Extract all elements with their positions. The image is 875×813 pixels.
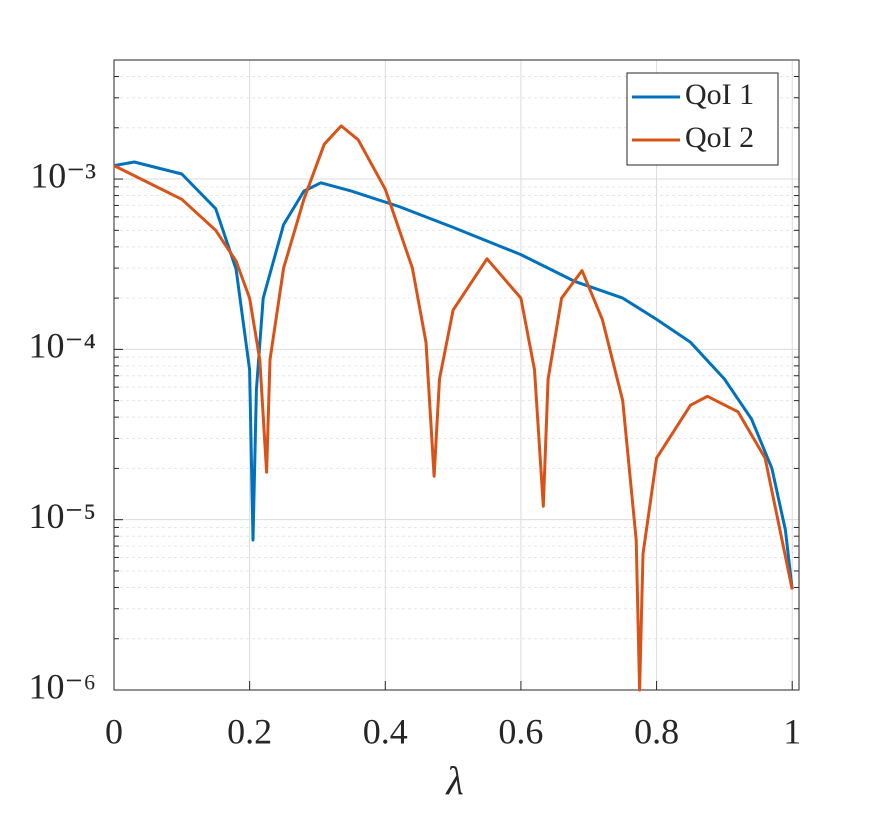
x-tick-label: 1 xyxy=(783,711,801,751)
x-tick-label: 0.2 xyxy=(227,711,272,751)
x-tick-label: 0.8 xyxy=(634,711,679,751)
y-tick-label: 10⁻⁵ xyxy=(28,496,96,536)
axes-box xyxy=(113,59,800,691)
x-tick-label: 0.6 xyxy=(498,711,543,751)
x-axis-label: λ xyxy=(445,758,463,803)
legend-label: QoI 2 xyxy=(685,121,754,154)
x-tick-label: 0.4 xyxy=(363,711,408,751)
line xyxy=(113,124,794,692)
y-tick-label: 10⁻³ xyxy=(30,155,96,195)
y-tick-label: 10⁻⁴ xyxy=(28,326,96,366)
y-tick-label: 10⁻⁶ xyxy=(28,666,96,706)
legend-label: QoI 1 xyxy=(685,78,754,111)
legend-box xyxy=(626,72,779,166)
x-tick-label: 0 xyxy=(105,711,123,751)
line xyxy=(113,160,794,590)
